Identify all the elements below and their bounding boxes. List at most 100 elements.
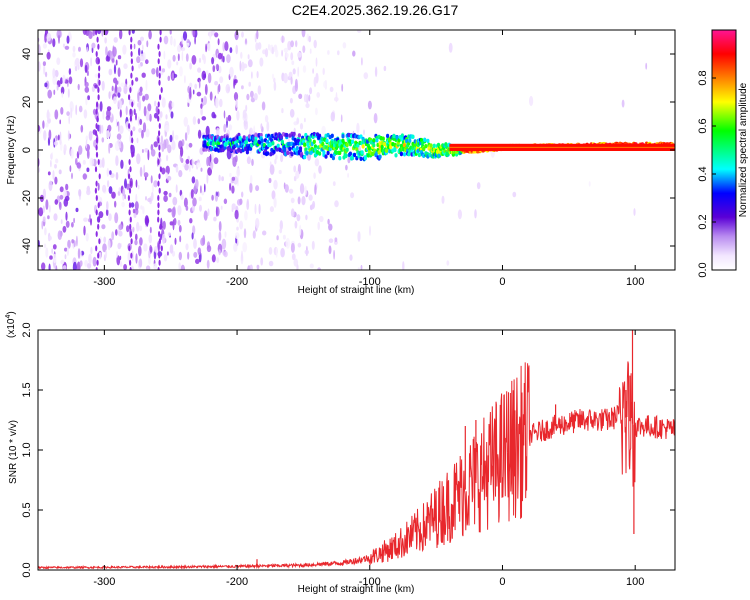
noise-cell (327, 218, 330, 225)
noise-cell (217, 52, 223, 60)
signal-cell (272, 149, 276, 154)
noise-cell (357, 231, 361, 242)
noise-cell (117, 121, 120, 132)
noise-streak (94, 187, 97, 194)
noise-cell (123, 88, 128, 94)
noise-streak (157, 58, 160, 65)
noise-cell (342, 42, 347, 49)
noise-cell (166, 175, 172, 181)
noise-cell (48, 180, 53, 192)
noise-cell (241, 250, 243, 262)
y-tick-label: 1.0 (21, 442, 33, 457)
y-tick-label: 40 (21, 48, 33, 60)
noise-cell (185, 53, 189, 62)
noise-cell (42, 205, 45, 213)
noise-cell (588, 181, 591, 187)
noise-streak (98, 173, 101, 180)
noise-streak (131, 151, 134, 158)
noise-cell (97, 195, 101, 204)
noise-cell (96, 30, 102, 35)
noise-cell (80, 124, 84, 133)
noise-cell (101, 80, 105, 91)
noise-cell (138, 91, 143, 96)
noise-cell (106, 106, 112, 111)
noise-cell (201, 116, 207, 121)
noise-cell (72, 52, 76, 58)
noise-cell (369, 225, 371, 236)
noise-cell (113, 64, 117, 75)
noise-cell (175, 165, 179, 173)
noise-cell (101, 157, 105, 168)
noise-cell (66, 246, 69, 256)
noise-cell (67, 130, 70, 141)
noise-cell (243, 228, 247, 239)
noise-cell (244, 210, 248, 221)
noise-cell (86, 70, 89, 76)
noise-cell (164, 124, 170, 133)
noise-cell (64, 195, 70, 202)
noise-cell (86, 46, 88, 53)
noise-cell (118, 76, 120, 88)
noise-cell (121, 201, 125, 208)
y-tick-label: 0.5 (21, 502, 33, 517)
noise-cell (127, 251, 131, 263)
noise-cell (282, 234, 286, 240)
noise-cell (249, 264, 253, 270)
noise-cell (279, 227, 283, 234)
noise-cell (167, 75, 171, 82)
noise-cell (222, 42, 225, 52)
noise-cell (275, 247, 278, 258)
signal-cell (348, 151, 352, 156)
noise-cell (218, 174, 221, 182)
noise-cell (309, 48, 312, 54)
noise-cell (138, 245, 142, 257)
noise-cell (105, 249, 108, 259)
noise-cell (195, 258, 200, 264)
noise-cell (131, 250, 134, 262)
noise-cell (133, 108, 136, 116)
noise-cell (221, 176, 225, 182)
noise-cell (334, 200, 339, 208)
noise-cell (117, 99, 123, 110)
noise-streak (129, 267, 132, 270)
noise-cell (67, 239, 71, 249)
noise-cell (150, 175, 153, 184)
colorbar-tick-label: 0.4 (697, 166, 709, 181)
noise-cell (233, 242, 238, 252)
noise-cell (103, 236, 107, 244)
noise-cell (108, 91, 111, 99)
y-tick-label: -40 (21, 238, 33, 254)
noise-cell (47, 235, 52, 241)
noise-cell (198, 196, 202, 202)
noise-cell (170, 111, 174, 119)
noise-cell (193, 238, 197, 249)
noise-cell (91, 42, 96, 49)
noise-cell (166, 154, 169, 162)
noise-cell (84, 64, 88, 74)
noise-streak (130, 144, 133, 151)
noise-cell (335, 92, 338, 103)
noise-streak (159, 166, 162, 173)
noise-cell (165, 114, 168, 120)
noise-cell (90, 246, 93, 255)
noise-streak (98, 216, 101, 223)
colorbar-tick-label: 0.6 (697, 118, 709, 133)
noise-cell (118, 224, 123, 231)
noise-cell (38, 61, 41, 72)
noise-cell (53, 253, 57, 264)
noise-cell (207, 167, 213, 176)
noise-cell (200, 167, 203, 172)
noise-cell (236, 110, 240, 121)
noise-cell (200, 185, 202, 194)
noise-cell (42, 216, 46, 223)
noise-streak (128, 159, 131, 165)
noise-cell (60, 219, 63, 225)
signal-cell (345, 147, 349, 152)
noise-cell (68, 68, 72, 75)
noise-cell (53, 141, 59, 146)
noise-cell (255, 185, 260, 192)
noise-cell (151, 183, 154, 193)
noise-cell (313, 76, 317, 88)
noise-streak (95, 130, 98, 137)
noise-cell (132, 226, 135, 233)
